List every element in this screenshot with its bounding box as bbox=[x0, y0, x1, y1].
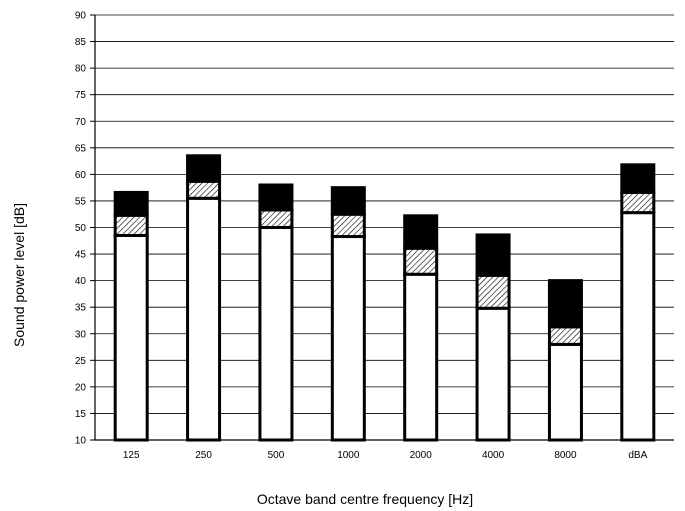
bar-segment bbox=[186, 196, 222, 442]
x-tick-label: 500 bbox=[268, 450, 285, 461]
bar-segment bbox=[547, 279, 583, 329]
x-axis-title: Octave band centre frequency [Hz] bbox=[257, 491, 473, 507]
x-tick-label: 8000 bbox=[554, 450, 577, 461]
y-tick-label: 50 bbox=[75, 223, 87, 234]
y-tick-label: 70 bbox=[75, 117, 87, 128]
bar-segment bbox=[620, 190, 656, 215]
bar-segment bbox=[330, 235, 366, 442]
x-tick-label: dBA bbox=[628, 450, 647, 461]
y-tick-label: 45 bbox=[75, 250, 87, 261]
bar-segment bbox=[475, 273, 511, 310]
bar-segment bbox=[547, 342, 583, 442]
bar-segment bbox=[258, 208, 294, 229]
y-tick-label: 80 bbox=[75, 64, 87, 75]
bar-segment bbox=[475, 306, 511, 442]
y-tick-label: 35 bbox=[75, 303, 87, 314]
y-tick-label: 15 bbox=[75, 409, 87, 420]
bar-segment bbox=[403, 272, 439, 442]
bar-segment bbox=[330, 212, 366, 239]
bar-segment bbox=[330, 186, 366, 216]
bar-segment bbox=[186, 154, 222, 183]
bar-segment bbox=[258, 226, 294, 442]
y-tick-label: 60 bbox=[75, 170, 87, 181]
bar-segment bbox=[113, 233, 149, 442]
y-tick-label: 20 bbox=[75, 382, 87, 393]
y-tick-label: 10 bbox=[75, 436, 87, 447]
bar-segment bbox=[403, 214, 439, 250]
bar-segment bbox=[403, 246, 439, 276]
gridlines bbox=[95, 14, 674, 414]
x-tick-label: 2000 bbox=[410, 450, 433, 461]
bar-segment bbox=[113, 190, 149, 217]
y-axis-title: Sound power level [dB] bbox=[11, 203, 27, 347]
bars bbox=[113, 154, 656, 442]
x-tick-label: 250 bbox=[195, 450, 212, 461]
y-tick-label: 65 bbox=[75, 143, 87, 154]
bar-segment bbox=[258, 183, 294, 212]
bar-segment bbox=[620, 163, 656, 194]
x-tick-label: 125 bbox=[123, 450, 140, 461]
x-tick-labels: 125 250 500 1000 2000 4000 8000 dBA bbox=[123, 450, 648, 461]
y-tick-label: 25 bbox=[75, 356, 87, 367]
y-tick-label: 55 bbox=[75, 196, 87, 207]
y-tick-labels: 10 15 20 25 30 35 40 45 50 55 60 65 70 75 80 85 90 bbox=[75, 11, 87, 447]
y-tick-label: 90 bbox=[75, 11, 87, 22]
bar-segment bbox=[186, 179, 222, 200]
x-tick-label: 1000 bbox=[337, 450, 360, 461]
bar-segment bbox=[547, 325, 583, 346]
y-tick-label: 75 bbox=[75, 90, 87, 101]
bar-segment bbox=[113, 213, 149, 237]
y-tick-label: 30 bbox=[75, 329, 87, 340]
x-tick-label: 4000 bbox=[482, 450, 505, 461]
y-tick-label: 85 bbox=[75, 37, 87, 48]
bar-segment bbox=[475, 233, 511, 277]
bar-segment bbox=[620, 211, 656, 442]
y-tick-label: 40 bbox=[75, 276, 87, 287]
axes bbox=[90, 14, 674, 441]
